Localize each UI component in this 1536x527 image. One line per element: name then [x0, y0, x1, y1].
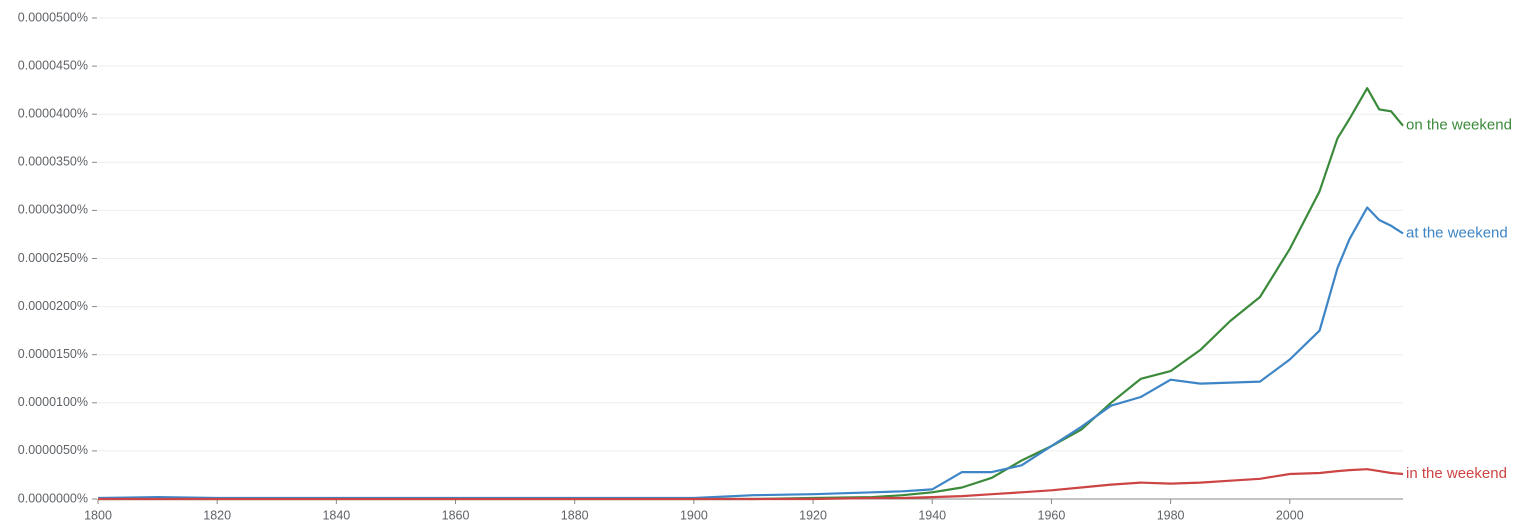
x-tick-label: 1820	[203, 508, 231, 522]
y-tick-label: 0.0000250%	[18, 251, 88, 265]
y-tick-label: 0.0000500%	[18, 10, 88, 24]
x-tick-label: 1880	[561, 508, 589, 522]
series-label: on the weekend	[1406, 117, 1512, 134]
y-tick-label: 0.0000050%	[18, 443, 88, 457]
y-tick-label: 0.0000200%	[18, 299, 88, 313]
x-tick-label: 1840	[322, 508, 350, 522]
series-line	[98, 468, 1404, 501]
x-tick-label: 1900	[680, 508, 708, 522]
x-tick-label: 1800	[84, 508, 112, 522]
x-tick-label: 1920	[799, 508, 827, 522]
y-tick-label: 0.0000400%	[18, 106, 88, 120]
y-tick-label: 0.0000300%	[18, 203, 88, 217]
y-tick-label: 0.0000350%	[18, 155, 88, 169]
x-tick-label: 2000	[1276, 508, 1304, 522]
x-tick-label: 1860	[442, 508, 470, 522]
series-label: at the weekend	[1406, 224, 1508, 241]
y-tick-label: 0.0000150%	[18, 347, 88, 361]
x-tick-label: 1980	[1157, 508, 1185, 522]
y-tick-label: 0.0000100%	[18, 395, 88, 409]
series-line	[97, 206, 1404, 500]
series-line	[98, 87, 1404, 501]
y-tick-label: 0.0000450%	[18, 58, 88, 72]
x-tick-label: 1940	[918, 508, 946, 522]
series-label: in the weekend	[1406, 465, 1507, 482]
x-tick-label: 1960	[1038, 508, 1066, 522]
y-tick-label: 0.0000000%	[18, 491, 88, 505]
